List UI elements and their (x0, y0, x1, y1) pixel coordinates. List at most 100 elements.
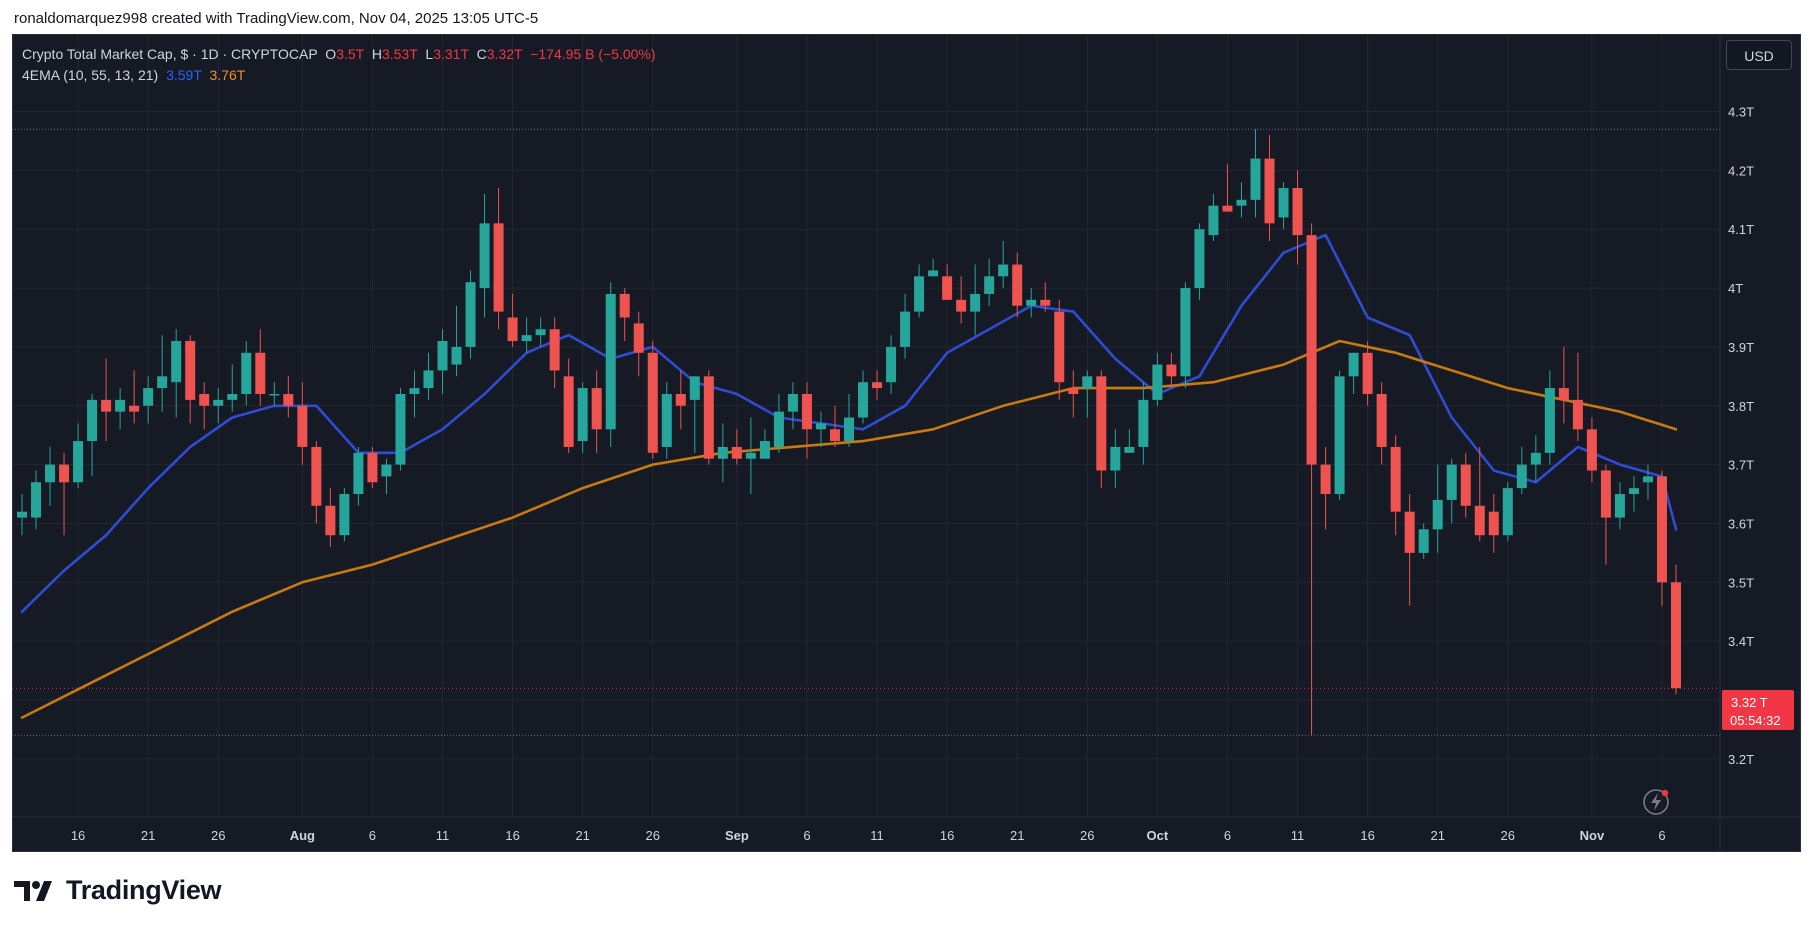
candle-up (395, 388, 406, 471)
candle-up (213, 388, 224, 424)
candle-up (1208, 193, 1219, 241)
candle-up (1502, 482, 1513, 542)
candle-body (325, 505, 336, 536)
tradingview-logo-icon (14, 880, 52, 901)
y-tick-label: 4.3T (1728, 105, 1754, 120)
symbol-title[interactable]: Crypto Total Market Cap, $ · 1D · CRYPTO… (22, 46, 318, 62)
candle-body (1250, 158, 1261, 200)
candle-down (507, 293, 518, 347)
candle-body (255, 352, 266, 394)
candle-body (199, 393, 210, 406)
candle-up (535, 317, 546, 347)
candle-up (984, 258, 995, 306)
chart-credit: ronaldomarquez998 created with TradingVi… (14, 10, 539, 27)
candle-down (1362, 341, 1373, 406)
indicator-name[interactable]: 4EMA (10, 55, 13, 21) (22, 67, 159, 83)
candle-body (395, 393, 406, 465)
x-tick-label: Nov (1580, 828, 1605, 843)
candle-body (829, 429, 840, 442)
candle-body (157, 376, 168, 389)
x-tick-label: 6 (803, 828, 810, 843)
candle-up (1516, 446, 1527, 495)
open-label: O (325, 46, 337, 62)
candle-up (1432, 464, 1443, 553)
candle-body (1110, 446, 1121, 471)
candle-up (1110, 429, 1121, 489)
candle-down (1474, 446, 1485, 542)
time-axis[interactable]: 16 21 26 Aug 6 11 16 21 26 Sep 6 11 16 21 26 Oct 6 11 16 21… (71, 828, 1666, 843)
candle-up (1152, 352, 1163, 406)
candle-up (1250, 129, 1261, 218)
candle-body (591, 388, 602, 430)
candle-up (87, 393, 98, 477)
candle-up (381, 458, 392, 495)
y-tick-label: 3.7T (1728, 458, 1754, 473)
candle-body (1446, 464, 1457, 500)
candle-body (311, 446, 322, 506)
candle-down (619, 288, 630, 342)
close-label: C (476, 46, 487, 62)
candle-body (1600, 470, 1611, 518)
candle-body (773, 411, 784, 447)
brand-footer[interactable]: TradingView (14, 875, 222, 906)
candle-body (844, 417, 854, 442)
candle-body (1348, 352, 1359, 377)
candle-body (1208, 205, 1219, 236)
price-tag-countdown: 05:54:32 (1730, 713, 1781, 728)
candle-body (633, 323, 644, 353)
candle-body (1432, 499, 1443, 530)
candle-body (1026, 299, 1037, 306)
x-tick-label: 16 (940, 828, 954, 843)
candle-up (409, 370, 420, 418)
candle-down (1292, 170, 1303, 265)
candle-body (1124, 446, 1135, 453)
candle-down (129, 370, 140, 424)
candle-body (801, 393, 812, 430)
y-tick-label: 3.4T (1728, 634, 1754, 649)
candle-body (507, 317, 518, 342)
candle-body (1488, 511, 1499, 536)
brand-name: TradingView (66, 875, 222, 905)
candle-up (241, 341, 252, 406)
candle-up (339, 488, 350, 542)
candle-down (647, 341, 658, 459)
candle-body (1642, 476, 1653, 483)
candle-body (703, 376, 714, 459)
candle-body (872, 382, 883, 389)
x-tick-label: Aug (290, 828, 315, 843)
candle-down (1166, 352, 1177, 389)
candle-body (409, 388, 420, 394)
candle-body (1096, 376, 1107, 471)
grid (12, 34, 1720, 817)
candle-up (759, 429, 770, 459)
price-axis[interactable]: 3.2T 3.4T 3.5T 3.6T 3.7T 3.8T 3.9T 4T 4.1T 4.2T 4.… (1728, 105, 1754, 767)
candle-down (1671, 564, 1681, 695)
candle-down (101, 358, 112, 442)
candle-down (801, 382, 812, 459)
candle-body (1656, 476, 1667, 583)
candle-body (1054, 311, 1065, 383)
high-label: H (371, 46, 382, 62)
candle-body (619, 293, 630, 318)
candle-body (984, 276, 995, 294)
price-tag-value: 3.32 T (1731, 695, 1768, 710)
candle-body (1530, 452, 1541, 465)
candle-down (956, 276, 967, 324)
candle-body (269, 393, 280, 396)
candle-up (437, 329, 448, 394)
candle-down (59, 452, 70, 536)
candle-up (1026, 288, 1037, 318)
x-tick-label: 11 (436, 828, 450, 843)
candle-body (689, 376, 700, 400)
currency-button[interactable]: USD (1726, 40, 1792, 70)
candle-body (759, 441, 770, 459)
lightning-replay-icon[interactable] (1643, 789, 1669, 815)
candle-body (129, 405, 140, 412)
candle-up (171, 329, 182, 418)
candle-down (1054, 299, 1065, 400)
candle-body (535, 329, 546, 336)
candle-body (1586, 429, 1597, 471)
candle-up (269, 382, 280, 406)
x-tick-label: 11 (1291, 828, 1305, 843)
